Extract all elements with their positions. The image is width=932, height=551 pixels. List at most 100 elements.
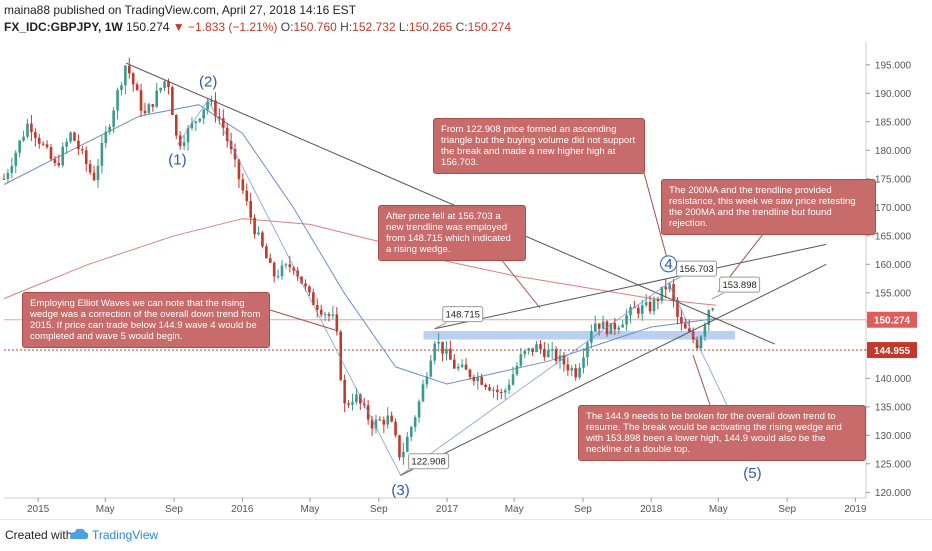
candle-body (96, 165, 100, 181)
candle-body (539, 344, 542, 349)
candle-body (241, 179, 245, 191)
candle-body (449, 348, 452, 360)
symbol-header: FX_IDC:GBPJPY, 1W 150.274 ▼ −1.833 (−1.2… (4, 20, 511, 34)
candle-body (10, 165, 14, 173)
candle-body (265, 246, 268, 259)
candle-body (276, 276, 280, 278)
candle-body (625, 315, 628, 325)
candle-body (30, 123, 33, 133)
y-tick-label: 170.000 (875, 203, 912, 214)
candle-body (245, 190, 249, 202)
candle-body (421, 384, 425, 402)
price-label-text: 156.703 (679, 264, 713, 275)
candle-body (198, 118, 202, 122)
price-label-pointer (400, 469, 413, 477)
candle-body (441, 341, 444, 354)
candle-body (464, 364, 468, 370)
annotation-rising-wedge[interactable]: After price fell at 156.703 a new trendl… (378, 205, 526, 261)
candle-body (6, 172, 10, 179)
candle-body (644, 302, 648, 306)
candle-body (433, 343, 437, 361)
close-label: C: (455, 20, 468, 34)
author-name[interactable]: maina88 (4, 3, 51, 17)
candle-body (409, 427, 413, 437)
annotation-neckline[interactable]: The 144.9 needs to be broken for the ove… (578, 405, 866, 461)
candle-body (147, 104, 151, 114)
open-label: O: (280, 20, 294, 34)
annotation-connector (639, 157, 669, 263)
candle-body (699, 336, 703, 348)
annotation-ascending-triangle[interactable]: From 122.908 price formed an ascending t… (433, 118, 645, 174)
candle-body (406, 436, 409, 452)
candle-body (319, 309, 323, 315)
annotation-connector (692, 354, 711, 406)
y-tick-label: 155.000 (875, 288, 912, 299)
candle-body (120, 85, 123, 91)
x-tick-label: Sep (778, 504, 796, 515)
low-value: 150.265 (408, 20, 453, 34)
candle-body (629, 307, 632, 316)
price-label-pointer (434, 322, 447, 329)
candle-body (210, 100, 213, 102)
candle-body (128, 65, 131, 74)
candle-body (586, 342, 589, 358)
candle-body (507, 384, 511, 391)
candle-body (355, 394, 358, 403)
candle-body (390, 415, 393, 422)
tradingview-brand[interactable]: TradingView (92, 528, 159, 542)
price-label-text: 122.908 (411, 457, 445, 468)
y-tick-label: 185.000 (875, 117, 912, 128)
candle-body (112, 110, 115, 127)
candle-body (92, 172, 96, 181)
candle-body (339, 331, 343, 380)
tradingview-logo-icon[interactable] (68, 527, 90, 541)
candle-body (335, 314, 339, 332)
price-label-box (408, 453, 450, 470)
annotation-200ma-resistance[interactable]: The 200MA and the trendline provided res… (661, 179, 876, 235)
candle-body (182, 142, 186, 146)
candle-body (601, 321, 605, 329)
symbol-label: FX_IDC:GBPJPY, 1W (4, 20, 123, 34)
candle-body (116, 90, 119, 111)
x-tick-label: 2018 (640, 504, 663, 515)
candle-body (527, 348, 530, 351)
candle-body (511, 374, 515, 385)
price-label-box (442, 306, 484, 323)
candle-body (268, 258, 272, 263)
price-label-text: 148.715 (446, 310, 480, 321)
candle-body (280, 265, 284, 277)
candle-body (593, 323, 597, 332)
annotation-elliott-waves[interactable]: Employing Elliot Waves we can note that … (22, 292, 270, 348)
candle-body (503, 390, 507, 393)
annotation-connector (269, 309, 336, 331)
candle-body (605, 321, 609, 335)
y-tick-label: 140.000 (875, 374, 912, 385)
candle-body (45, 144, 49, 148)
last-price: 150.274 (126, 20, 170, 34)
candle-body (613, 323, 617, 330)
candle-body (488, 387, 491, 391)
publish-header: maina88 published on TradingView.com, Ap… (4, 3, 356, 17)
created-with-label: Created with (5, 528, 73, 542)
candle-body (621, 324, 624, 328)
y-tick-label: 120.000 (875, 488, 912, 499)
candle-body (590, 331, 593, 343)
candle-body (186, 128, 190, 143)
y-tick-label: 175.000 (875, 174, 912, 185)
candle-body (519, 354, 523, 366)
candle-body (452, 359, 456, 369)
candle-body (327, 314, 331, 316)
candle-body (300, 276, 303, 284)
low-label: L: (398, 20, 409, 34)
candle-body (546, 350, 550, 358)
y-tick-label: 180.000 (875, 146, 912, 157)
x-tick-label: May (505, 504, 524, 515)
x-tick-label: May (301, 504, 320, 515)
wave-4-circle (660, 255, 678, 273)
candle-body (190, 123, 194, 129)
candle-body (253, 217, 256, 235)
x-tick-label: Sep (574, 504, 592, 515)
candle-body (515, 365, 519, 375)
candle-body (429, 360, 433, 377)
price-label-pointer (711, 292, 724, 300)
